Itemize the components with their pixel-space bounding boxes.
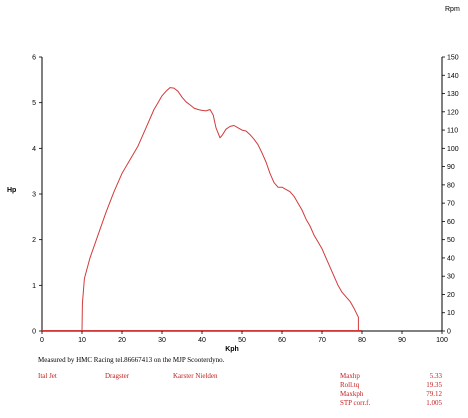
- chart-axes: [41, 57, 443, 332]
- x-tick-label: 20: [118, 337, 126, 344]
- y-left-tick-label: 5: [32, 100, 36, 107]
- owner-name: Karster Nielden: [173, 372, 218, 380]
- y-right-tick-label: 40: [447, 255, 455, 262]
- y-left-tick-label: 1: [32, 283, 36, 290]
- x-tick-label: 80: [358, 337, 366, 344]
- x-tick-label: 90: [398, 337, 406, 344]
- y-right-tick-label: 20: [447, 292, 455, 299]
- y-right-tick-label: 30: [447, 274, 455, 281]
- y-left-tick-label: 2: [32, 237, 36, 244]
- y-right-tick-label: 120: [447, 109, 459, 116]
- x-axis-label: Kph: [225, 346, 239, 353]
- machine-model: Dragster: [105, 372, 130, 380]
- y-right-tick-label: 130: [447, 91, 459, 98]
- stat-value-stp-corr: 1.005: [426, 399, 442, 407]
- y-axis-left-label: Hp: [7, 187, 16, 194]
- y-left-tick-label: 3: [32, 192, 36, 199]
- x-tick-label: 30: [158, 337, 166, 344]
- y-right-tick-label: 140: [447, 73, 459, 80]
- stat-label-stp-corr: STP corr.f.: [340, 399, 371, 407]
- x-tick-label: 0: [40, 337, 44, 344]
- y-right-tick-label: 10: [447, 310, 455, 317]
- y-right-tick-label: 70: [447, 201, 455, 208]
- y-right-tick-label: 80: [447, 182, 455, 189]
- y-right-tick-label: 90: [447, 164, 455, 171]
- x-tick-label: 100: [436, 337, 448, 344]
- hp-curve-line: [81, 87, 359, 332]
- y-right-tick-label: 110: [447, 128, 458, 135]
- y-left-tick-label: 4: [32, 146, 36, 153]
- chart-ticks: 0 10 20 30 40 50 60 70 80 90 100012345601020304050…: [32, 55, 459, 345]
- x-tick-label: 40: [198, 337, 206, 344]
- y-right-tick-label: 0: [447, 329, 451, 336]
- machine-make: Ital Jet: [38, 372, 57, 380]
- y-left-tick-label: 6: [32, 55, 36, 62]
- y-left-tick-label: 0: [32, 329, 36, 336]
- y-right-tick-label: 50: [447, 237, 455, 244]
- measured-by-text: Measured by HMC Racing tel.86667413 on t…: [38, 356, 225, 364]
- stat-label-roll-tq: Roll.tq: [340, 381, 360, 389]
- stat-label-maxhp: Maxhp: [340, 372, 360, 380]
- chart-series: [42, 87, 362, 332]
- stat-value-maxhp: 5.33: [429, 372, 442, 380]
- x-tick-label: 70: [318, 337, 326, 344]
- stat-label-maxkph: Maxkph: [340, 390, 364, 398]
- x-tick-label: 60: [278, 337, 286, 344]
- y-right-tick-label: 60: [447, 219, 455, 226]
- x-tick-label: 10: [78, 337, 86, 344]
- y-right-tick-label: 150: [447, 55, 459, 62]
- x-tick-label: 50: [238, 337, 246, 344]
- y-axis-right-label: Rpm: [445, 6, 460, 13]
- stat-value-maxkph: 79.12: [426, 390, 442, 398]
- y-right-tick-label: 100: [447, 146, 459, 153]
- stat-value-roll-tq: 19.35: [426, 381, 442, 389]
